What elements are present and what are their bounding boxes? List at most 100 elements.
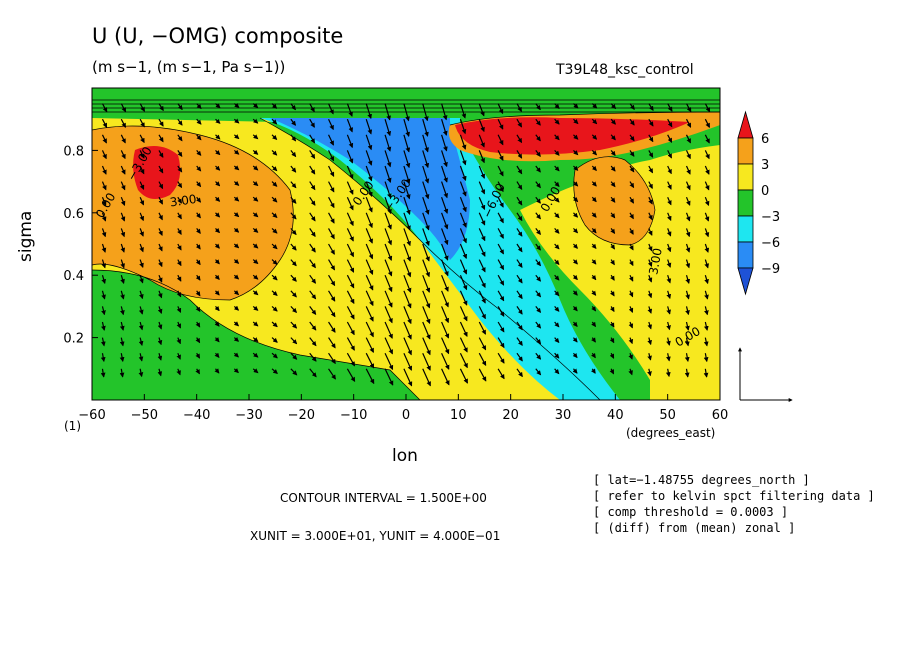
wind-vector <box>309 368 317 378</box>
wind-vector <box>233 243 240 249</box>
wind-vector <box>214 352 220 358</box>
wind-vector <box>610 243 615 250</box>
wind-vector <box>120 212 126 222</box>
wind-vector <box>290 274 297 282</box>
wind-vector <box>309 181 316 191</box>
wind-vector <box>647 274 653 283</box>
wind-vector <box>572 306 578 312</box>
wind-vector <box>346 243 354 258</box>
wind-vector <box>290 290 297 298</box>
experiment-label: T39L48_ksc_control <box>556 62 694 78</box>
wind-vector <box>403 119 410 137</box>
wind-vector <box>101 196 107 207</box>
colorbar-segment <box>737 189 754 217</box>
wind-vector <box>120 150 126 160</box>
contour-interval-text: CONTOUR INTERVAL = 1.500E+00 <box>280 491 487 505</box>
wind-vector <box>271 134 278 141</box>
wind-vector <box>346 165 354 180</box>
wind-vector <box>328 212 335 224</box>
band-6-plus-west <box>133 146 181 199</box>
wind-vector <box>629 165 635 173</box>
wind-vector <box>158 181 164 190</box>
wind-vector <box>497 134 504 146</box>
wind-vector <box>384 306 393 324</box>
wind-vector <box>214 259 220 265</box>
wind-vector <box>215 149 221 156</box>
wind-vector <box>403 150 411 169</box>
wind-vector <box>667 196 672 206</box>
wind-vector <box>309 196 316 206</box>
wind-vector <box>422 352 431 371</box>
wind-vector <box>328 181 335 193</box>
wind-vector <box>101 290 106 300</box>
x-tick-label: −40 <box>183 408 210 423</box>
wind-vector <box>384 119 392 137</box>
wind-vector <box>365 165 373 182</box>
wind-vector <box>214 290 220 296</box>
wind-vector <box>628 306 634 313</box>
wind-vector <box>441 181 449 199</box>
wind-vector <box>497 212 504 224</box>
wind-vector <box>572 274 578 281</box>
wind-vector <box>628 290 634 298</box>
x-tick-label: 0 <box>402 408 410 423</box>
wind-vector <box>666 243 672 253</box>
wind-vector <box>684 353 690 362</box>
wind-vector <box>704 196 710 207</box>
wind-vector <box>459 259 468 275</box>
wind-vector <box>158 150 164 158</box>
wind-vector <box>516 228 523 237</box>
wind-vector <box>365 368 375 385</box>
y-tick-label: 0.2 <box>63 332 84 347</box>
wind-vector <box>441 150 448 168</box>
wind-vector <box>441 243 449 261</box>
wind-vector <box>403 306 412 325</box>
wind-vector <box>176 274 182 282</box>
wind-vector <box>459 243 468 260</box>
wind-vector <box>609 321 615 328</box>
wind-vector <box>667 165 672 175</box>
wind-vector <box>535 337 542 345</box>
wind-vector <box>215 165 221 171</box>
wind-vector <box>535 274 541 282</box>
wind-vector <box>647 259 653 268</box>
wind-vector <box>591 134 598 140</box>
wind-vector <box>685 259 691 269</box>
wind-vector <box>403 212 411 231</box>
wind-vector <box>365 290 374 307</box>
wind-vector <box>252 196 259 202</box>
wind-vector <box>214 368 220 374</box>
wind-vector <box>535 290 542 298</box>
wind-vector <box>177 212 182 220</box>
wind-vector <box>403 368 413 387</box>
wind-vector <box>365 243 374 260</box>
wind-vector <box>233 368 239 374</box>
wind-vector <box>195 321 201 328</box>
wind-vector <box>384 337 393 355</box>
wind-vector <box>120 290 125 300</box>
wind-vector <box>704 212 710 222</box>
wind-vector <box>666 337 671 346</box>
wind-vector <box>157 306 163 314</box>
wind-vector <box>403 165 411 184</box>
colorbar: 6 3 0 −3 −6 −9 <box>737 110 780 296</box>
wind-vector <box>704 228 710 238</box>
wind-vector <box>610 212 616 219</box>
wind-vector <box>648 196 653 205</box>
wind-vector <box>384 228 393 246</box>
wind-vector <box>497 259 505 271</box>
wind-vector <box>497 165 504 177</box>
wind-vector <box>196 150 202 156</box>
wind-vector <box>195 274 201 281</box>
wind-vector <box>610 228 616 235</box>
wind-vector <box>441 290 449 308</box>
wind-vector <box>685 306 690 316</box>
wind-vector <box>176 259 182 267</box>
colorbar-label: 0 <box>761 184 769 199</box>
wind-vector <box>214 321 220 327</box>
colorbar-bottom-arrow <box>737 267 754 296</box>
wind-vector <box>252 321 259 327</box>
wind-vector <box>629 103 635 111</box>
wind-vector <box>309 118 315 128</box>
wind-vector <box>138 353 144 362</box>
